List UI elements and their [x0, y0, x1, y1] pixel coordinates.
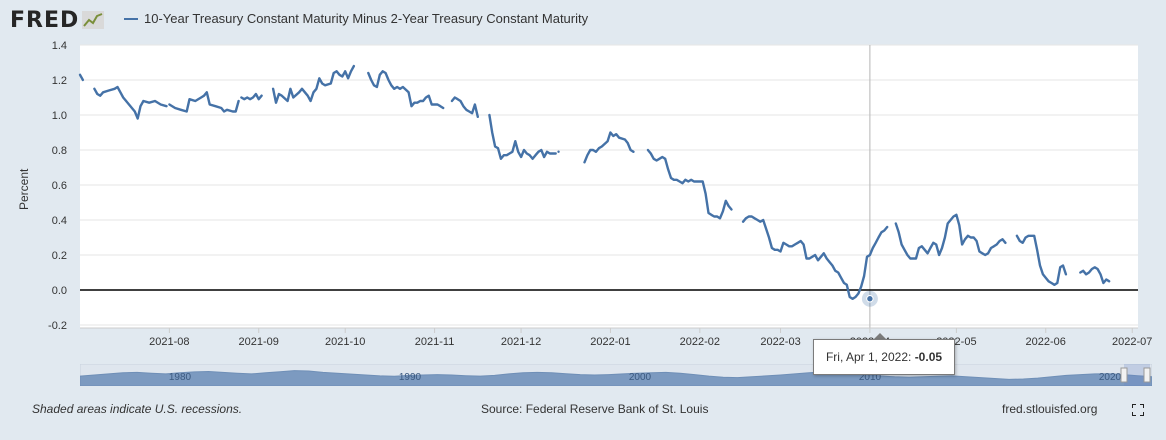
y-tick-label: 0.0: [52, 285, 67, 297]
series-line-segment: [1079, 266, 1111, 285]
highlight-marker: [861, 290, 878, 307]
series-point: [557, 150, 560, 153]
x-tick-label: 2021-11: [415, 336, 455, 348]
fred-logo[interactable]: FRED: [10, 6, 105, 34]
series-line-segment: [240, 92, 263, 101]
series-line-segment: [450, 96, 479, 119]
fullscreen-icon[interactable]: [1132, 404, 1144, 416]
site-link[interactable]: fred.stlouisfed.org: [1002, 402, 1098, 416]
series-line-segment: [741, 215, 889, 300]
y-tick-label: 0.6: [52, 180, 67, 192]
navigator-year-label: 2010: [859, 372, 882, 383]
tooltip-value: -0.05: [914, 350, 943, 364]
series-line-segment: [646, 148, 733, 220]
series-line-segment: [78, 73, 85, 82]
navigator-year-label: 2000: [629, 372, 652, 383]
navigator-year-labels: 1980 1990 2000 2010 2020: [169, 372, 1122, 383]
x-tick-label: 2021-10: [325, 336, 365, 348]
series-line-segment: [488, 113, 557, 161]
navigator-handle-left[interactable]: [1120, 367, 1128, 383]
series-line-segment: [93, 85, 168, 120]
tooltip-date: Fri, Apr 1, 2022:: [825, 350, 912, 364]
series-line-segment: [583, 131, 635, 164]
x-tick-label: 2022-02: [680, 336, 720, 348]
x-tick-label: 2022-01: [590, 336, 630, 348]
x-tick-labels: 2021-08 2021-09 2021-10 2021-11 2021-12 2022-…: [149, 328, 1152, 348]
series-line-segment: [367, 70, 445, 110]
fred-logo-text: FRED: [10, 7, 80, 33]
series-line-segment: [894, 213, 1007, 260]
y-tick-labels: 1.4 1.2 1.0 0.8 0.6 0.4 0.2 0.0 -0.2: [48, 40, 67, 332]
y-tick-label: 0.4: [52, 215, 67, 227]
series-10y-minus-2y[interactable]: [78, 64, 1111, 300]
recession-note: Shaded areas indicate U.S. recessions.: [32, 402, 243, 416]
legend-series-label: 10-Year Treasury Constant Maturity Minus…: [144, 11, 589, 26]
y-tick-label: 1.4: [52, 40, 67, 52]
logo-graph-icon: [82, 11, 105, 29]
x-tick-label: 2021-12: [501, 336, 541, 348]
y-tick-label: 0.8: [52, 145, 67, 157]
navigator-year-label: 1990: [399, 372, 422, 383]
series-line-segment: [168, 91, 240, 113]
navigator-year-label: 1980: [169, 372, 192, 383]
navigator-year-label: 2020: [1099, 372, 1122, 383]
series-line-segment: [271, 64, 356, 104]
y-tick-label: 0.2: [52, 250, 67, 262]
y-tick-label: -0.2: [48, 320, 67, 332]
navigator-area: [80, 370, 1152, 386]
tooltip-arrow: [874, 333, 886, 339]
source-text: Source: Federal Reserve Bank of St. Loui…: [481, 402, 709, 416]
plot-background: [80, 45, 1138, 328]
x-tick-label: 2022-03: [760, 336, 800, 348]
x-tick-label: 2022-07: [1112, 336, 1152, 348]
x-tick-label: 2021-09: [239, 336, 279, 348]
series-line-segment: [1015, 234, 1068, 286]
navigator-handle-right[interactable]: [1143, 367, 1151, 383]
data-tooltip: Fri, Apr 1, 2022: -0.05: [813, 339, 955, 375]
chart-legend[interactable]: 10-Year Treasury Constant Maturity Minus…: [124, 11, 588, 26]
y-tick-label: 1.0: [52, 110, 67, 122]
legend-series-swatch: [124, 17, 138, 20]
x-tick-label: 2022-06: [1026, 336, 1066, 348]
gridlines: [80, 44, 1138, 326]
x-tick-label: 2021-08: [149, 336, 189, 348]
navigator[interactable]: 1980 1990 2000 2010 2020: [80, 364, 1152, 386]
highlight-point: [866, 295, 874, 303]
y-tick-label: 1.2: [52, 75, 67, 87]
chart-svg[interactable]: 1.41.21.00.80.60.40.20.0-0.2 2021-08 2021…: [0, 0, 1166, 360]
